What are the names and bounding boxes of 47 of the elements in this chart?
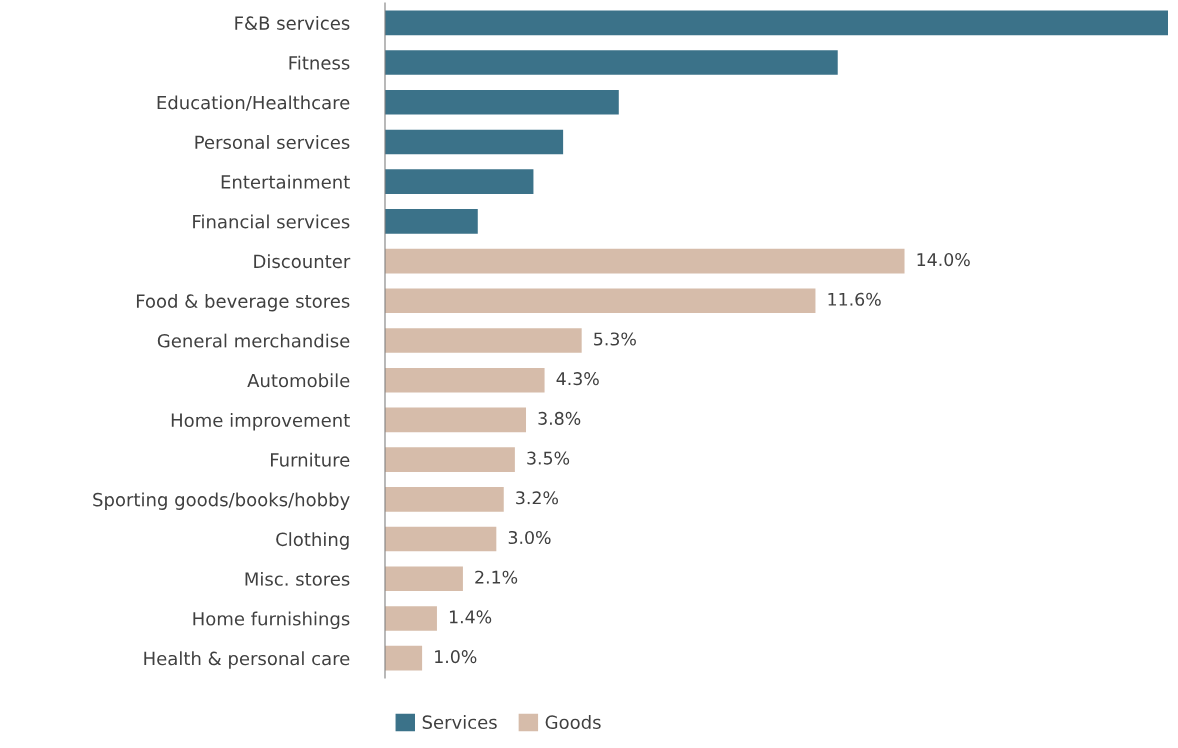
bar <box>385 10 1168 36</box>
bar <box>385 129 564 155</box>
bar <box>385 169 534 194</box>
bar <box>385 367 545 393</box>
bar <box>385 645 423 671</box>
y-tick-label: Education/Healthcare <box>157 95 350 111</box>
legend-label: Goods <box>545 715 601 730</box>
data-label: 14.0% <box>917 252 970 267</box>
bar <box>385 89 619 115</box>
y-tick-label: Home improvement <box>171 413 350 431</box>
bar <box>385 447 515 472</box>
data-label: 3.5% <box>527 451 570 465</box>
y-tick-label: Misc. stores <box>245 571 350 586</box>
bar <box>385 50 838 75</box>
bar <box>385 606 437 631</box>
y-tick-label: Automobile <box>247 373 350 388</box>
y-tick-label: F&B services <box>235 15 350 30</box>
bar <box>385 566 463 592</box>
bar <box>385 526 497 552</box>
y-tick-label: Food & beverage stores <box>136 293 350 312</box>
bar <box>385 288 816 314</box>
data-label: 5.3% <box>594 332 636 346</box>
data-label: 1.4% <box>449 610 492 624</box>
data-label: 3.2% <box>516 491 559 505</box>
legend-label: Services <box>422 715 497 730</box>
y-tick-label: Fitness <box>289 55 350 70</box>
data-label: 3.0% <box>508 530 551 545</box>
y-tick-label: Sporting goods/books/hobby <box>93 492 350 510</box>
y-tick-label: Furniture <box>271 452 350 467</box>
y-tick-label: Home furnishings <box>193 611 350 630</box>
y-tick-label: Health & personal care <box>144 651 350 669</box>
y-tick-label: General merchandise <box>157 333 350 348</box>
data-label: 4.3% <box>556 372 599 386</box>
y-tick-label: Clothing <box>276 532 349 550</box>
y-tick-label: Entertainment <box>221 174 350 189</box>
bar <box>385 248 905 274</box>
data-label: 2.1% <box>475 570 518 584</box>
bar <box>385 487 504 512</box>
data-label: 11.6% <box>828 292 881 306</box>
data-label: 1.0% <box>435 650 477 664</box>
data-label: 3.8% <box>538 411 581 425</box>
bar <box>385 209 478 234</box>
y-tick-label: Personal services <box>195 135 350 150</box>
bar <box>385 328 582 353</box>
y-tick-label: Financial services <box>193 214 350 229</box>
y-tick-label: Discounter <box>254 254 351 269</box>
bar <box>385 407 527 433</box>
